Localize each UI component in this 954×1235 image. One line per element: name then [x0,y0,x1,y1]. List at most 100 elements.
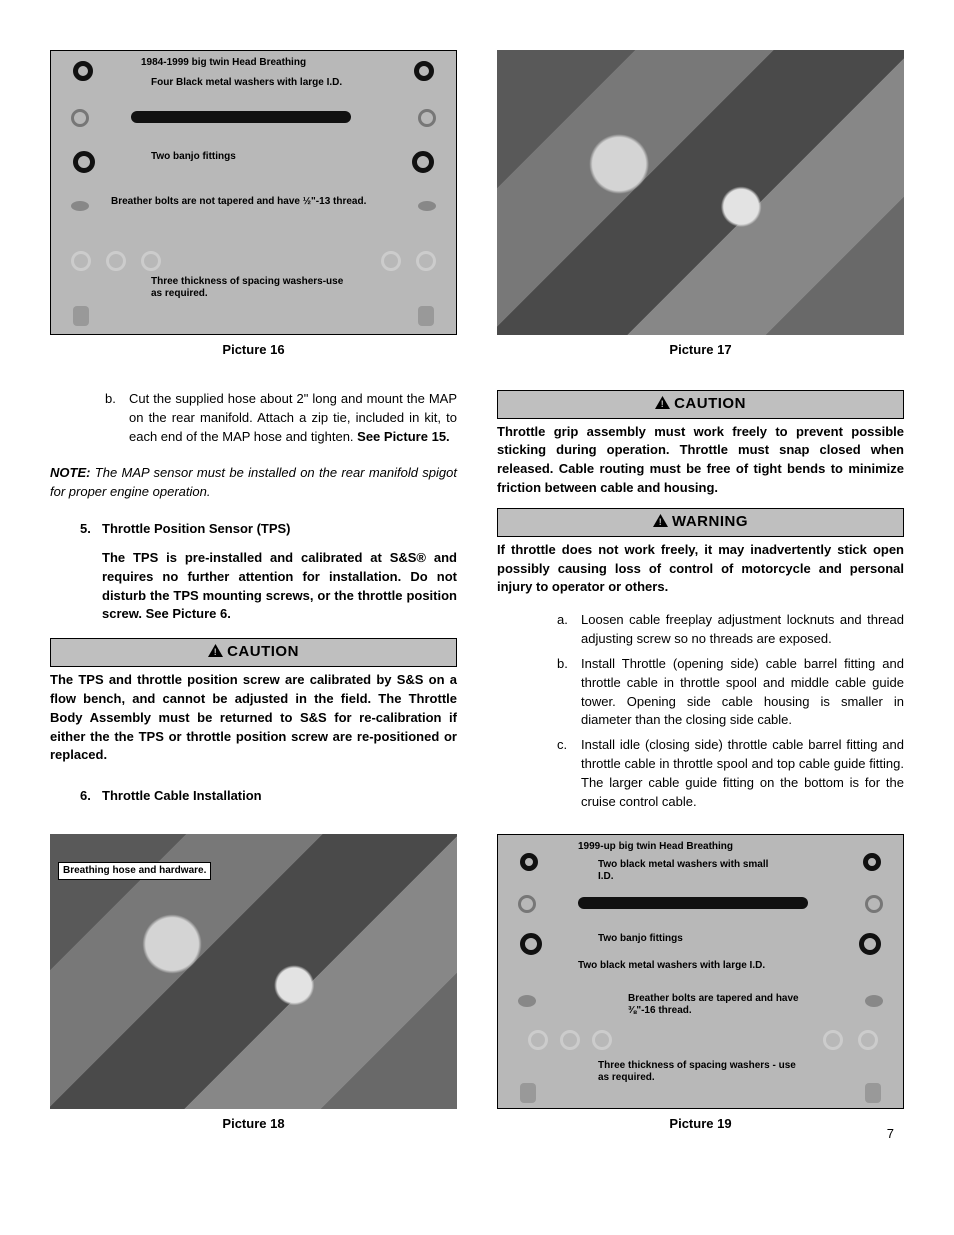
fig19-title: 1999-up big twin Head Breathing [578,841,838,853]
fig16-label-washers: Four Black metal washers with large I.D. [151,77,342,89]
item-b-bold: See Picture 15. [357,429,450,444]
note-text: The MAP sensor must be installed on the … [50,465,457,499]
step-a-letter: a. [557,611,581,649]
item-5-body: The TPS is pre-installed and calibrated … [102,549,457,624]
fig16-label-banjo: Two banjo fittings [151,151,236,163]
step-b-letter: b. [557,655,581,730]
part-icon [865,1083,881,1103]
warning-triangle-icon: ! [655,394,670,416]
fig18-callout: Breathing hose and hardware. [58,862,211,880]
step-c-letter: c. [557,736,581,811]
washer-icon [863,853,881,871]
spacer-icon [416,251,436,271]
svg-text:!: ! [659,517,663,527]
step-b-text: Install Throttle (opening side) cable ba… [581,655,904,730]
bolt-icon [418,201,436,211]
note-line: NOTE: The MAP sensor must be installed o… [50,464,457,502]
step-a-text: Loosen cable freeplay adjustment locknut… [581,611,904,649]
figure-18: Breathing hose and hardware. [50,834,457,1109]
step-c-text: Install idle (closing side) throttle cab… [581,736,904,811]
ring-icon [865,895,883,913]
bolt-icon [518,995,536,1007]
steps-list: a. Loosen cable freeplay adjustment lock… [557,611,904,811]
fig16-label-spacing: Three thickness of spacing washers-use a… [151,276,351,299]
page-number: 7 [887,1125,894,1144]
spacer-icon [141,251,161,271]
spacer-icon [560,1030,580,1050]
text-row: b. Cut the supplied hose about 2" long a… [50,390,904,820]
part-icon [73,306,89,326]
washer-icon [520,933,542,955]
warning-triangle-icon: ! [208,642,223,664]
note-label: NOTE: [50,465,90,480]
svg-text:!: ! [214,647,218,657]
engine-photo [497,50,904,335]
fig16-label-bolts: Breather bolts are not tapered and have … [111,196,371,208]
item-b: b. Cut the supplied hose about 2" long a… [105,390,457,447]
item-5: 5.Throttle Position Sensor (TPS) The TPS… [80,520,457,624]
step-b: b. Install Throttle (opening side) cable… [557,655,904,730]
ring-icon [418,109,436,127]
spacer-icon [528,1030,548,1050]
washer-icon [520,853,538,871]
bolt-icon [865,995,883,1007]
washer-icon [414,61,434,81]
figure-16-wrapper: 1984-1999 big twin Head Breathing Four B… [50,50,457,360]
item-5-num: 5. [80,520,102,539]
item-6-heading: Throttle Cable Installation [102,788,262,803]
warning-banner: ! WARNING [497,508,904,537]
figure-row-top: 1984-1999 big twin Head Breathing Four B… [50,50,904,360]
fig16-title: 1984-1999 big twin Head Breathing [141,57,401,69]
washer-icon [412,151,434,173]
caution-text-left: The TPS and throttle position screw are … [50,671,457,765]
part-icon [520,1083,536,1103]
warning-text: If throttle does not work freely, it may… [497,541,904,598]
caution-banner-right: ! CAUTION [497,390,904,419]
figure-18-caption: Picture 18 [50,1115,457,1134]
spacer-icon [592,1030,612,1050]
fig19-label-bolts: Breather bolts are tapered and have ⅜"-1… [628,993,828,1016]
spacer-icon [381,251,401,271]
item-b-text: Cut the supplied hose about 2" long and … [129,390,457,447]
figure-19: 1999-up big twin Head Breathing Two blac… [497,834,904,1109]
bolt-icon [71,201,89,211]
fig19-label-spacing: Three thickness of spacing washers - use… [598,1060,798,1083]
figure-16-caption: Picture 16 [50,341,457,360]
spacer-icon [106,251,126,271]
spacer-icon [858,1030,878,1050]
figure-16: 1984-1999 big twin Head Breathing Four B… [50,50,457,335]
caution-text-right: Throttle grip assembly must work freely … [497,423,904,498]
fig19-label-smallid: Two black metal washers with small I.D. [598,859,778,882]
warning-title: WARNING [672,513,748,530]
step-a: a. Loosen cable freeplay adjustment lock… [557,611,904,649]
washer-icon [73,61,93,81]
figure-17 [497,50,904,335]
figure-18-wrapper: Breathing hose and hardware. Picture 18 [50,834,457,1134]
sublist-b: b. Cut the supplied hose about 2" long a… [105,390,457,447]
part-icon [418,306,434,326]
washer-icon [859,933,881,955]
caution-title-right: CAUTION [674,395,746,412]
svg-text:!: ! [661,399,665,409]
item-5-heading: Throttle Position Sensor (TPS) [102,521,291,536]
right-column: ! CAUTION Throttle grip assembly must wo… [497,390,904,820]
item-b-letter: b. [105,390,129,447]
left-column: b. Cut the supplied hose about 2" long a… [50,390,457,820]
figure-17-wrapper: Picture 17 [497,50,904,360]
figure-17-caption: Picture 17 [497,341,904,360]
hose-icon [131,111,351,123]
spacer-icon [71,251,91,271]
warning-triangle-icon: ! [653,512,668,534]
spacer-icon [823,1030,843,1050]
step-c: c. Install idle (closing side) throttle … [557,736,904,811]
item-6-num: 6. [80,787,102,806]
ring-icon [71,109,89,127]
caution-banner-left: ! CAUTION [50,638,457,667]
figure-19-wrapper: 1999-up big twin Head Breathing Two blac… [497,834,904,1134]
washer-icon [73,151,95,173]
fig19-label-largeid: Two black metal washers with large I.D. [578,960,778,972]
item-6: 6.Throttle Cable Installation [80,787,457,806]
figure-19-caption: Picture 19 [497,1115,904,1134]
caution-title-left: CAUTION [227,643,299,660]
fig19-label-banjo: Two banjo fittings [598,933,683,945]
